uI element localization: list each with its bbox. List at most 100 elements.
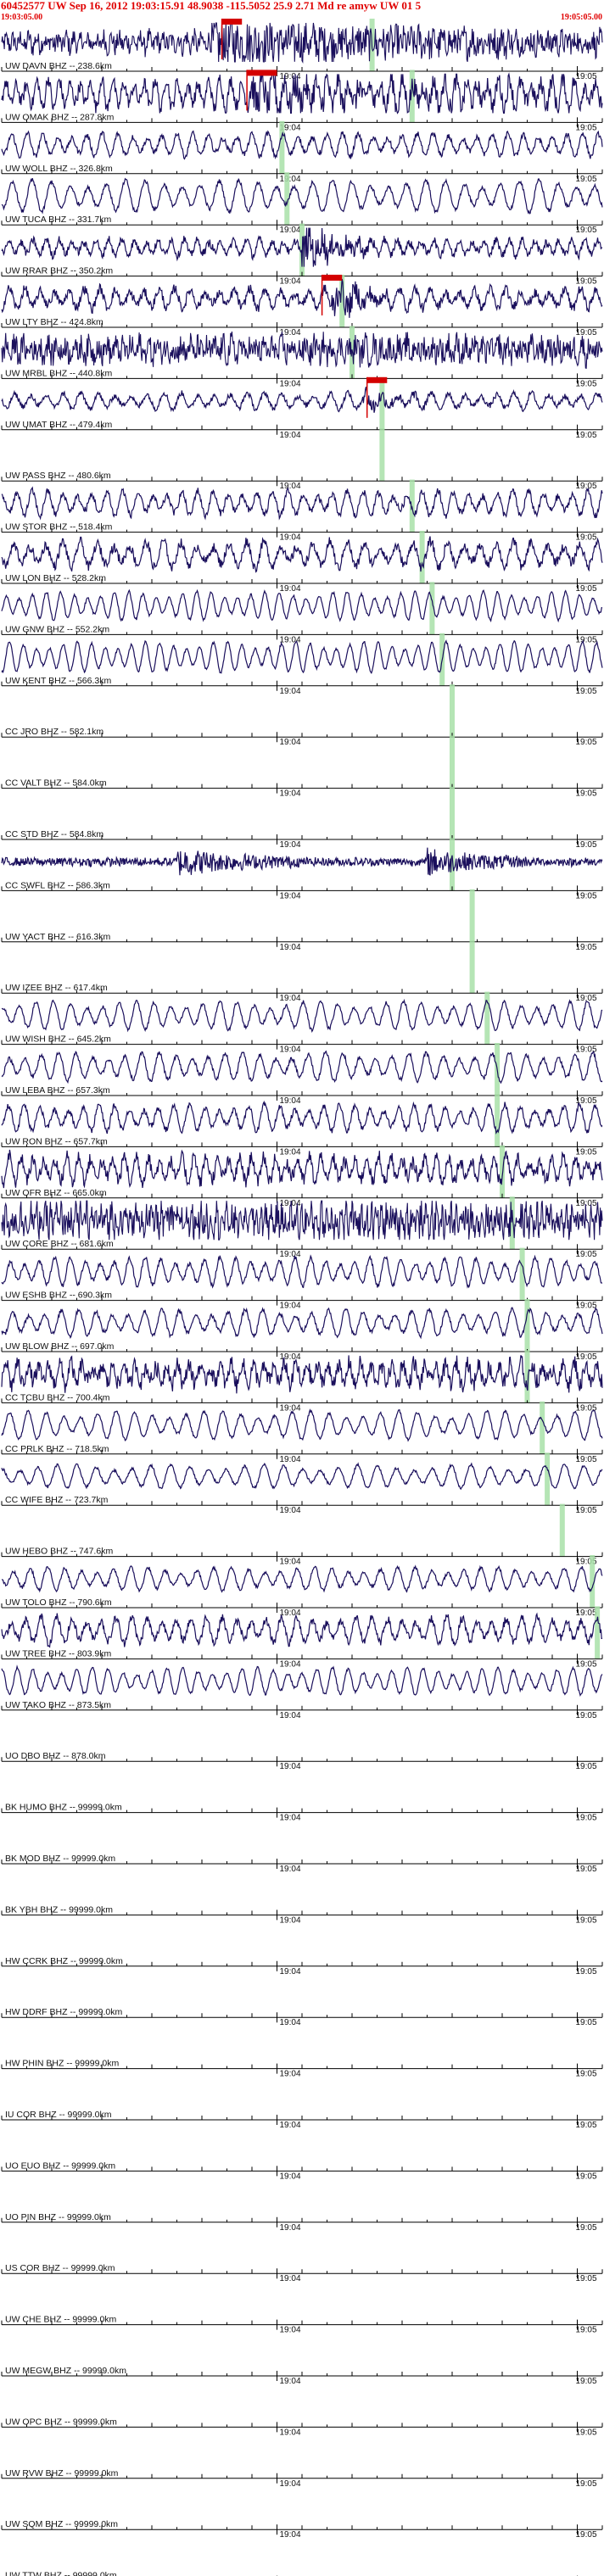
station-label: UW RRAR BHZ -- 350.2km [5, 266, 113, 276]
trace-line [1, 387, 603, 413]
phase-marker [450, 838, 455, 891]
station-label: UW ESHB BHZ -- 690.3km [5, 1291, 112, 1301]
minute-tick-label: 19:04 [280, 840, 301, 850]
trace-line [1, 278, 603, 318]
phase-marker [469, 940, 475, 994]
minute-tick-label: 19:05 [576, 1096, 597, 1106]
station-label: BK YBH BHZ -- 99999.0km [5, 1904, 113, 1915]
minute-tick-label: 19:05 [576, 123, 597, 132]
trace-line [1, 22, 603, 64]
minute-tick-label: 19:04 [280, 72, 301, 81]
station-label: UW OMAK BHZ -- 287.8km [5, 112, 115, 122]
minute-tick-label: 19:04 [280, 2479, 301, 2489]
station-label: IU COR BHZ -- 99999.0km [5, 2110, 112, 2120]
minute-tick-label: 19:04 [280, 1865, 301, 1874]
phase-marker [379, 428, 385, 482]
minute-tick-label: 19:04 [280, 2018, 301, 2027]
phase-marker [450, 735, 455, 789]
minute-tick-label: 19:04 [280, 1302, 301, 1311]
phase-marker [545, 1452, 551, 1506]
trace-line [1, 332, 603, 369]
pick-box [322, 275, 343, 281]
trace-line [1, 1149, 603, 1189]
station-label: UW BLOW BHZ -- 697.0km [5, 1341, 115, 1352]
station-label: UW WOLL BHZ -- 326.8km [5, 164, 113, 174]
minute-tick-label: 19:05 [576, 994, 597, 1003]
minute-tick-label: 19:05 [576, 2530, 597, 2540]
trace-line [1, 1564, 603, 1593]
trace-line [1, 227, 603, 267]
station-label: UW TOLO BHZ -- 790.6km [5, 1597, 112, 1608]
station-label: UW MEGW BHZ -- 99999.0km [5, 2366, 126, 2376]
station-label: HW DDRF BHZ -- 99999.0km [5, 2007, 123, 2017]
minute-tick-label: 19:04 [280, 1403, 301, 1413]
minute-tick-label: 19:05 [576, 175, 597, 184]
minute-tick-label: 19:04 [280, 2223, 301, 2233]
pick-box [221, 19, 243, 25]
trace-line [1, 1462, 603, 1491]
pick-box [366, 376, 388, 383]
minute-tick-label: 19:05 [576, 2326, 597, 2335]
minute-tick-label: 19:04 [280, 328, 301, 337]
minute-tick-label: 19:05 [576, 2223, 597, 2233]
minute-tick-label: 19:05 [576, 1814, 597, 1823]
minute-tick-label: 19:05 [576, 1199, 597, 1208]
station-label: CC VALT BHZ -- 584.0km [5, 778, 107, 789]
station-label: UW YACT BHZ -- 616.3km [5, 932, 111, 942]
minute-tick-label: 19:05 [576, 1147, 597, 1157]
station-label: BK HUMO BHZ -- 99999.0km [5, 1803, 122, 1813]
trace-line [1, 1664, 603, 1698]
phase-marker [284, 172, 290, 226]
station-label: UO DBO BHZ -- 878.0km [5, 1751, 106, 1761]
phase-marker [540, 1401, 545, 1454]
minute-tick-label: 19:04 [280, 891, 301, 900]
minute-tick-label: 19:04 [280, 379, 301, 388]
minute-tick-label: 19:04 [280, 994, 301, 1003]
minute-tick-label: 19:04 [280, 635, 301, 644]
minute-tick-label: 19:05 [576, 1711, 597, 1720]
minute-tick-label: 19:04 [280, 1506, 301, 1515]
minute-tick-label: 19:04 [280, 1915, 301, 1925]
trace-line [1, 1355, 603, 1394]
minute-tick-label: 19:05 [576, 2172, 597, 2181]
minute-tick-label: 19:04 [280, 1659, 301, 1669]
trace-line [1, 1307, 603, 1340]
minute-tick-label: 19:05 [576, 1045, 597, 1055]
station-label: UW LON BHZ -- 528.2km [5, 573, 106, 583]
station-label: UW MRBL BHZ -- 440.8km [5, 368, 112, 378]
minute-tick-label: 19:05 [576, 1403, 597, 1413]
phase-marker [409, 70, 415, 123]
minute-tick-label: 19:04 [280, 2377, 301, 2386]
station-label: UW HEBO BHZ -- 747.6km [5, 1547, 113, 1557]
minute-tick-label: 19:04 [280, 2070, 301, 2079]
phase-marker [524, 1299, 530, 1352]
station-label: UW WISH BHZ -- 645.2km [5, 1034, 111, 1045]
station-label: UW TREE BHZ -- 803.9km [5, 1648, 111, 1659]
minute-tick-label: 19:04 [280, 2428, 301, 2437]
trace-line [1, 1612, 602, 1648]
minute-tick-label: 19:04 [280, 1045, 301, 1055]
station-label: BK MOD BHZ -- 99999.0km [5, 1854, 115, 1864]
minute-tick-label: 19:05 [576, 72, 597, 81]
minute-tick-label: 19:04 [280, 2530, 301, 2540]
minute-tick-label: 19:05 [576, 226, 597, 235]
station-label: UW LTY BHZ -- 424.8km [5, 317, 103, 327]
station-label: US COR BHZ -- 99999.0km [5, 2263, 115, 2273]
phase-marker [450, 684, 455, 738]
minute-tick-label: 19:05 [576, 1506, 597, 1515]
minute-tick-label: 19:04 [280, 2121, 301, 2130]
station-label: UW RVW BHZ -- 99999.0km [5, 2468, 119, 2478]
station-label: UW UMAT BHZ -- 479.4km [5, 420, 112, 430]
station-label: UO EUO BHZ -- 99999.0km [5, 2161, 115, 2171]
station-label: UW OPC BHZ -- 99999.0km [5, 2417, 117, 2427]
phase-marker [469, 889, 475, 942]
trace-line [1, 588, 603, 623]
minute-tick-label: 19:05 [576, 840, 597, 850]
station-label: UW SQM BHZ -- 99999.0km [5, 2519, 118, 2529]
station-label: UW DAVN BHZ -- 238.6km [5, 61, 112, 71]
minute-tick-label: 19:04 [280, 738, 301, 747]
minute-tick-label: 19:05 [576, 1609, 597, 1618]
station-label: CC STD BHZ -- 584.8km [5, 829, 103, 839]
minute-tick-label: 19:04 [280, 175, 301, 184]
